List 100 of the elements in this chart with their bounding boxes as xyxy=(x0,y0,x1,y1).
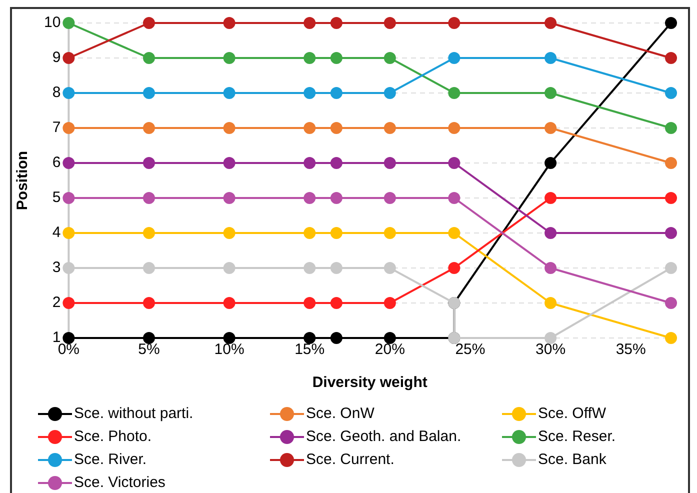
point xyxy=(304,17,316,29)
point xyxy=(223,332,236,344)
point xyxy=(384,122,396,134)
legend-label: Sce. Victories xyxy=(74,474,166,491)
legend-label: Sce. Bank xyxy=(538,451,606,468)
point xyxy=(665,87,677,99)
point xyxy=(665,52,677,64)
point xyxy=(304,297,316,309)
x-tick-label: 35% xyxy=(616,341,646,358)
point xyxy=(142,192,155,204)
legend-label: Sce. OnW xyxy=(306,405,374,422)
x-tick-label: 20% xyxy=(374,341,405,358)
point xyxy=(62,122,75,134)
point xyxy=(304,122,316,134)
point xyxy=(330,87,342,99)
point xyxy=(142,157,155,169)
point xyxy=(223,52,236,64)
point xyxy=(304,227,316,239)
point xyxy=(62,227,75,239)
point xyxy=(62,262,75,274)
x-tick-label: 5% xyxy=(138,341,160,358)
point xyxy=(544,17,557,29)
point xyxy=(330,192,342,204)
point xyxy=(142,87,155,99)
point xyxy=(384,332,396,344)
point xyxy=(142,52,155,64)
point xyxy=(330,227,342,239)
point xyxy=(384,157,396,169)
point xyxy=(62,17,75,29)
legend-label: Sce. without parti. xyxy=(74,405,194,422)
legend-label: Sce. Current. xyxy=(306,451,394,468)
y-tick-label: 2 xyxy=(52,294,61,312)
point xyxy=(142,122,155,134)
point xyxy=(330,157,342,169)
point xyxy=(62,157,75,169)
point xyxy=(142,17,155,29)
point xyxy=(544,157,557,169)
point xyxy=(384,17,396,29)
x-tick-label: 25% xyxy=(455,341,486,358)
point xyxy=(384,262,396,274)
point xyxy=(665,122,677,134)
legend-label: Sce. OffW xyxy=(538,405,606,422)
point xyxy=(448,52,460,64)
point xyxy=(223,17,236,29)
x-tick-label: 15% xyxy=(294,341,325,358)
point xyxy=(142,262,155,274)
point xyxy=(665,157,677,169)
y-tick-label: 4 xyxy=(52,224,61,242)
y-tick-label: 3 xyxy=(52,259,61,276)
y-tick-label: 5 xyxy=(52,189,61,206)
point xyxy=(665,262,677,274)
point xyxy=(330,17,342,29)
point xyxy=(665,227,677,239)
point xyxy=(304,192,316,204)
point xyxy=(142,227,155,239)
point xyxy=(223,192,236,204)
point xyxy=(62,52,75,64)
point xyxy=(330,262,342,274)
point xyxy=(223,297,236,309)
point xyxy=(384,227,396,239)
y-tick-label: 6 xyxy=(52,154,61,172)
y-tick-label: 7 xyxy=(52,119,61,136)
point xyxy=(665,297,677,309)
x-axis-title: Diversity weight xyxy=(312,374,428,392)
point xyxy=(665,332,677,344)
point xyxy=(448,17,460,29)
point xyxy=(223,227,236,239)
point xyxy=(304,157,316,169)
legend-label: Sce. River. xyxy=(74,451,147,468)
point xyxy=(304,52,316,64)
point xyxy=(62,297,75,309)
point xyxy=(665,17,677,29)
point xyxy=(330,122,342,134)
point xyxy=(544,87,557,99)
point xyxy=(384,87,396,99)
point xyxy=(62,192,75,204)
legend-label: Sce. Geoth. and Balan. xyxy=(306,428,462,445)
x-tick-label: 10% xyxy=(214,341,244,358)
point xyxy=(62,332,75,344)
point xyxy=(384,192,396,204)
y-tick-label: 9 xyxy=(52,49,61,66)
point xyxy=(304,262,316,274)
point xyxy=(544,262,557,274)
legend-label: Sce. Reser. xyxy=(538,428,616,445)
point xyxy=(223,262,236,274)
point xyxy=(448,157,460,169)
point xyxy=(544,122,557,134)
point xyxy=(448,262,460,274)
point xyxy=(304,332,316,344)
point xyxy=(448,227,460,239)
point xyxy=(223,87,236,99)
point xyxy=(142,332,155,344)
point xyxy=(544,332,557,344)
point xyxy=(665,192,677,204)
y-tick-label: 8 xyxy=(52,84,61,102)
point xyxy=(448,87,460,99)
point xyxy=(544,227,557,239)
y-tick-label: 10 xyxy=(44,14,61,32)
point xyxy=(330,297,342,309)
point xyxy=(544,192,557,204)
